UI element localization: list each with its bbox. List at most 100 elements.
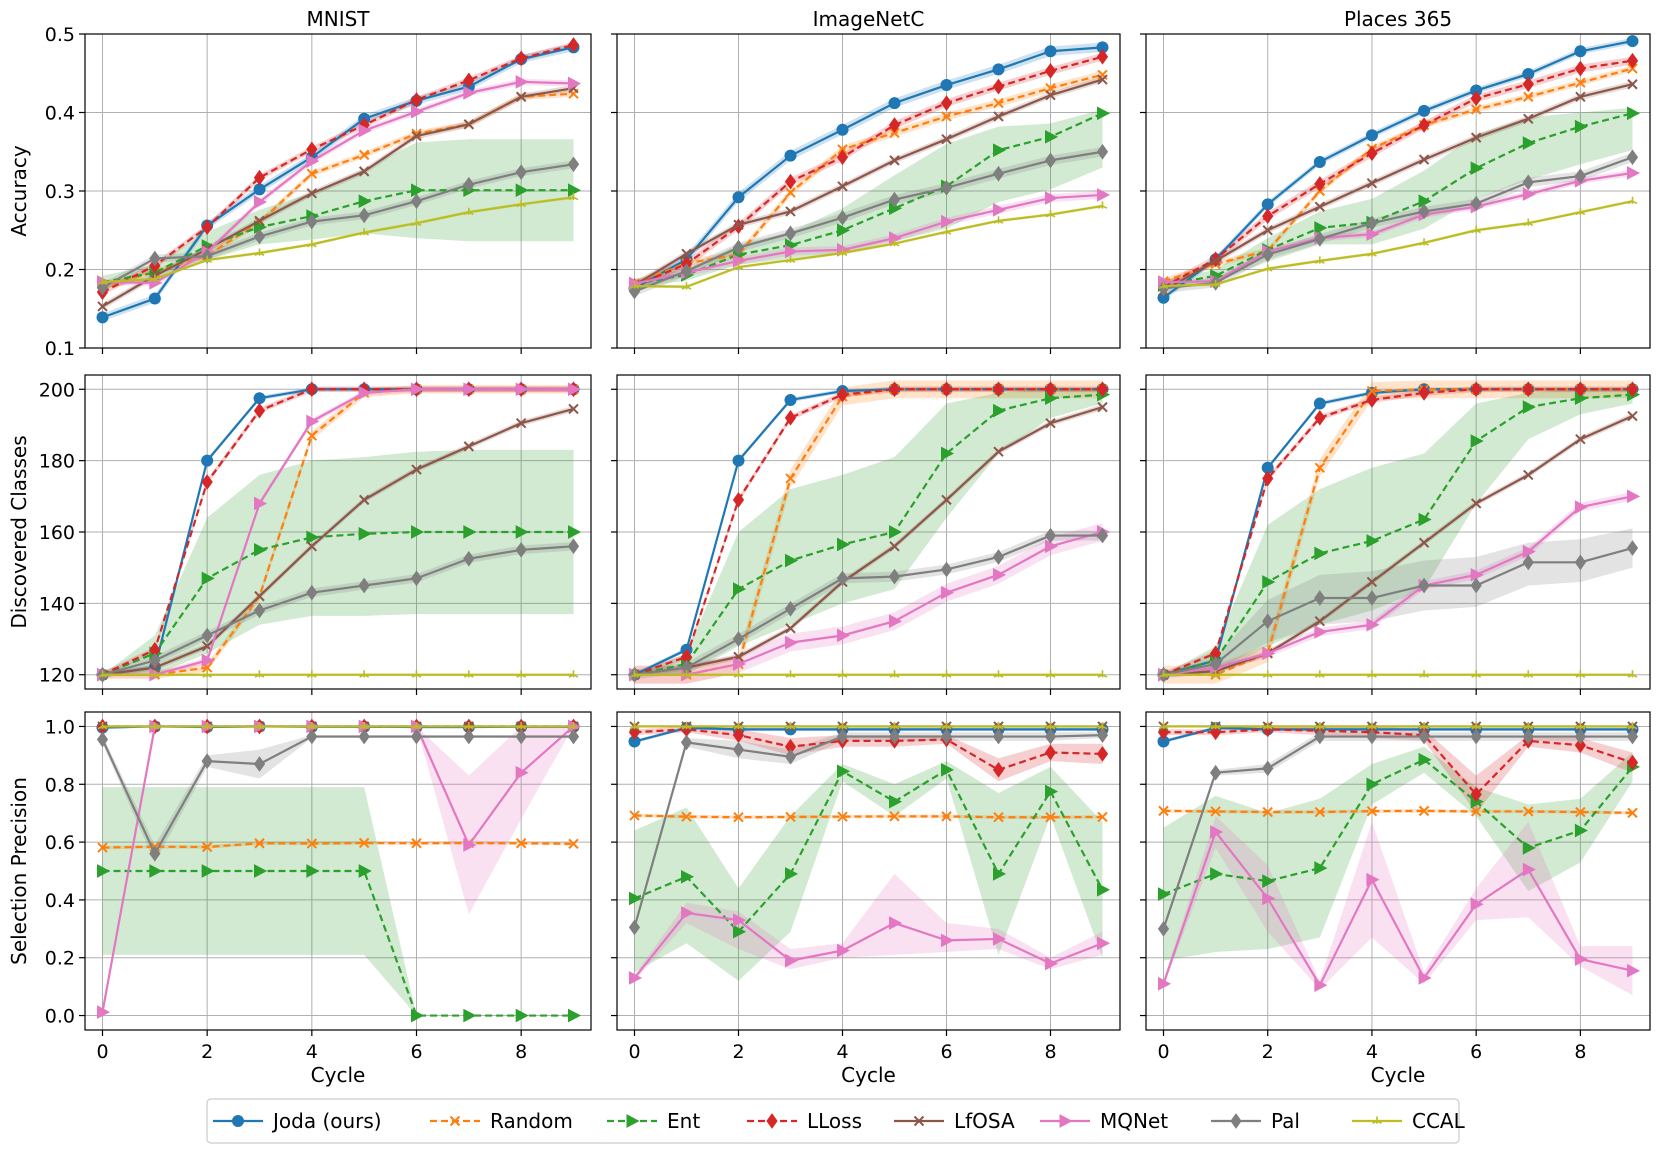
- series-line: [634, 728, 1103, 771]
- data-point: [1158, 805, 1169, 817]
- data-point: [733, 913, 747, 927]
- data-point: [993, 143, 1007, 158]
- data-point: [681, 670, 692, 678]
- data-point: [359, 228, 370, 236]
- y-axis-label: Discovered Classes: [7, 435, 31, 628]
- panel-r1-c2: [1140, 374, 1651, 695]
- data-point: [1627, 196, 1638, 205]
- data-point: [992, 549, 1005, 565]
- series: [629, 74, 1108, 291]
- data-point: [732, 239, 745, 256]
- data-point: [1574, 952, 1588, 966]
- data-point: [836, 149, 849, 166]
- grid: [617, 33, 1120, 349]
- data-point: [785, 244, 799, 259]
- data-point: [306, 430, 318, 441]
- data-point: [1366, 777, 1380, 792]
- series-line: [1163, 726, 1633, 743]
- data-point: [1522, 76, 1534, 93]
- series-line: [634, 534, 1103, 676]
- data-point: [359, 721, 370, 730]
- data-point: [96, 311, 109, 324]
- series-line: [1163, 156, 1633, 290]
- data-point: [680, 263, 693, 279]
- data-point: [1367, 249, 1377, 257]
- data-point: [201, 864, 215, 878]
- series: [96, 538, 580, 683]
- data-point: [358, 526, 372, 541]
- data-point: [732, 741, 745, 758]
- data-point: [1470, 104, 1482, 115]
- data-point: [1262, 646, 1276, 661]
- data-point: [993, 721, 1004, 730]
- data-point: [837, 223, 851, 238]
- y-tick-label: 160: [39, 522, 75, 544]
- x-tick-label: 8: [1044, 1041, 1056, 1063]
- data-point: [1574, 500, 1588, 514]
- data-point: [681, 282, 692, 290]
- data-point: [568, 192, 579, 201]
- data-point: [306, 838, 318, 849]
- data-point: [1627, 963, 1641, 978]
- data-point: [148, 292, 161, 305]
- data-point: [1418, 728, 1430, 745]
- data-point: [463, 1008, 477, 1023]
- data-point: [1470, 90, 1482, 107]
- series: [1157, 540, 1639, 683]
- data-point: [358, 864, 372, 878]
- data-point: [1210, 255, 1221, 267]
- data-point: [410, 92, 423, 108]
- data-point: [785, 811, 796, 823]
- data-point: [888, 191, 901, 208]
- plot-area: [1157, 35, 1641, 304]
- series: [629, 670, 1108, 678]
- series-line: [1163, 67, 1633, 283]
- data-point: [1575, 806, 1586, 818]
- y-tick-label: 0.6: [45, 832, 75, 854]
- data-point: [253, 169, 266, 186]
- series: [629, 762, 1111, 939]
- y-tick-label: 0.8: [45, 774, 75, 796]
- panels: 0.1 0.2 0.3 0.4 0.5 Accuracy MNIST ImageNetC Pla…: [7, 7, 1651, 1087]
- legend-label: Random: [490, 1109, 573, 1133]
- data-point: [1210, 867, 1224, 881]
- series-line: [634, 726, 1103, 743]
- data-point: [889, 721, 900, 730]
- data-point: [1044, 527, 1057, 544]
- data-point: [1044, 744, 1057, 761]
- x-axis-label: Cycle: [311, 1063, 366, 1087]
- data-point: [306, 530, 320, 545]
- data-point: [306, 213, 318, 230]
- data-point: [567, 37, 580, 53]
- data-point: [254, 195, 268, 209]
- data-point: [306, 721, 317, 730]
- data-point: [1470, 161, 1484, 176]
- legend-label: Ent: [667, 1109, 700, 1133]
- data-point: [1574, 119, 1588, 134]
- data-point: [149, 845, 161, 862]
- data-point: [1045, 721, 1056, 730]
- data-point: [1418, 752, 1432, 767]
- data-point: [992, 165, 1005, 182]
- data-point: [1262, 806, 1273, 818]
- series: [97, 721, 579, 730]
- data-point: [1045, 670, 1056, 678]
- data-point: [941, 811, 952, 822]
- panel-r2-c2: 0 2 4 6 8 Cycle: [1140, 711, 1651, 1087]
- data-point: [888, 381, 901, 398]
- data-point: [201, 841, 213, 853]
- data-point: [1418, 154, 1430, 165]
- series: [628, 381, 1109, 683]
- y-tick-label: 140: [39, 593, 75, 615]
- legend-label: CCAL: [1412, 1109, 1466, 1133]
- data-point: [149, 670, 160, 678]
- series: [97, 864, 582, 1023]
- data-point: [253, 602, 266, 619]
- data-point: [993, 203, 1007, 217]
- data-point: [358, 149, 370, 161]
- data-point: [1626, 52, 1639, 69]
- data-point: [837, 943, 851, 958]
- data-point: [784, 149, 797, 162]
- data-point: [1627, 489, 1641, 504]
- data-point: [784, 225, 797, 242]
